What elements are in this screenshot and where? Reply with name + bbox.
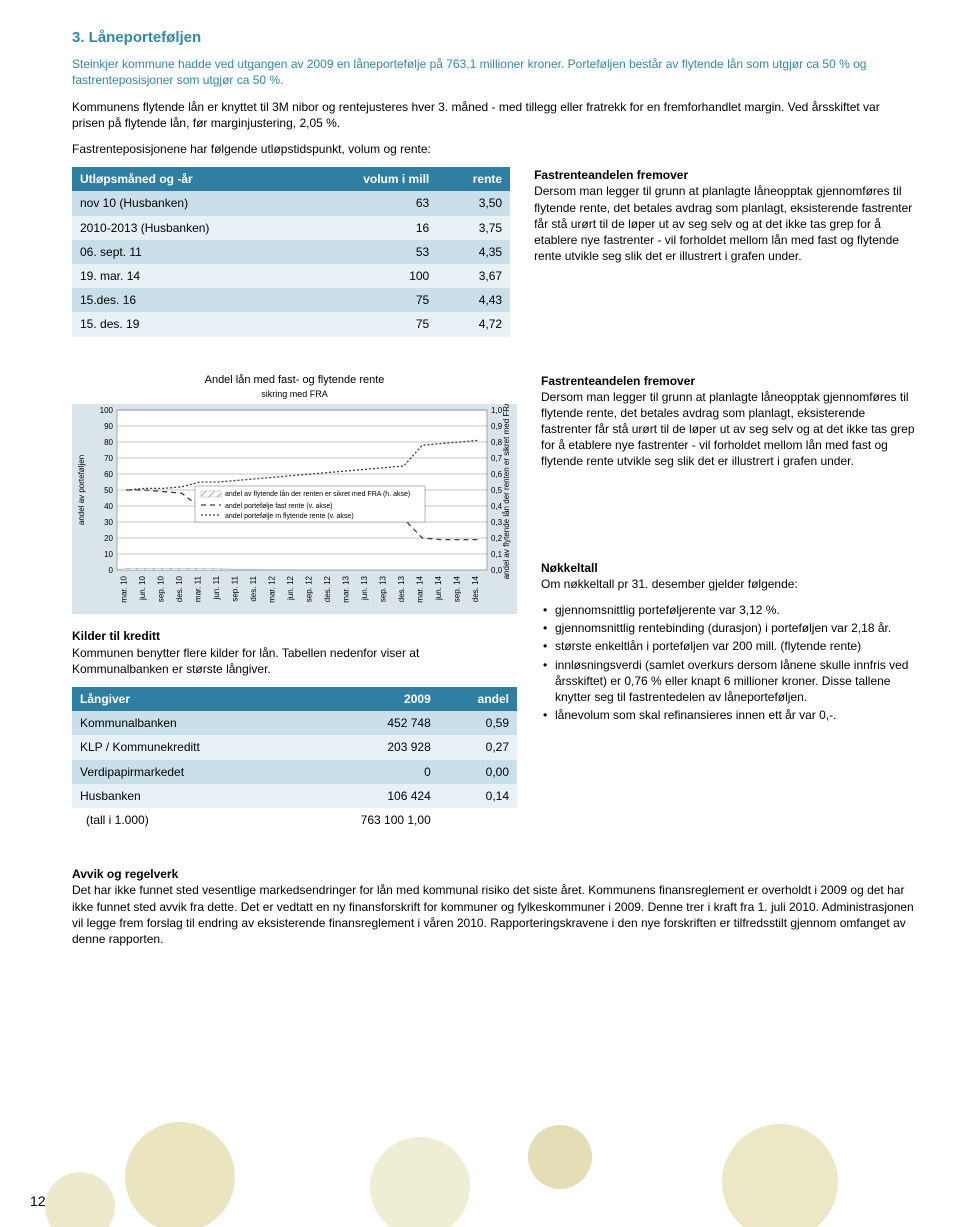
t1-h0: Utløpsmåned og -år (72, 167, 306, 191)
table-row: KLP / Kommunekreditt203 9280,27 (72, 735, 517, 759)
svg-text:andel av porteføljen: andel av porteføljen (77, 455, 86, 525)
table-row: 19. mar. 141003,67 (72, 264, 510, 288)
svg-text:20: 20 (104, 534, 113, 543)
fastrente2-heading: Fastrenteandelen fremover (541, 374, 695, 388)
svg-text:0,9: 0,9 (491, 422, 503, 431)
fastrente1-text: Dersom man legger til grunn at planlagte… (534, 184, 912, 263)
utlop-table: Utløpsmåned og -år volum i mill rente no… (72, 167, 510, 336)
svg-text:0,5: 0,5 (491, 486, 503, 495)
svg-text:90: 90 (104, 422, 113, 431)
table-row: 2010-2013 (Husbanken)163,75 (72, 216, 510, 240)
svg-text:0,4: 0,4 (491, 502, 503, 511)
svg-text:sep. 14: sep. 14 (452, 576, 461, 603)
intro-para-3: Fastrenteposisjonene har følgende utløps… (72, 141, 915, 157)
t2-h1: 2009 (297, 687, 439, 711)
nokkel-intro: Om nøkkeltall pr 31. desember gjelder fø… (541, 577, 798, 591)
table-row: Kommunalbanken452 7480,59 (72, 711, 517, 735)
svg-text:0: 0 (109, 566, 114, 575)
svg-text:des. 13: des. 13 (397, 576, 406, 603)
chart-svg: 0 10 20 30 40 50 60 70 80 90 100 0,0 0,1 0,2 0,3 0,4 0,5… (72, 404, 517, 614)
svg-text:sep. 11: sep. 11 (230, 576, 239, 602)
list-item: gjennomsnittlig porteføljerente var 3,12… (541, 602, 915, 618)
svg-text:mar. 12: mar. 12 (267, 576, 276, 603)
svg-text:80: 80 (104, 438, 113, 447)
svg-text:des. 10: des. 10 (175, 576, 184, 603)
chart-container: Andel lån med fast- og flytende rente si… (72, 373, 517, 615)
svg-text:50: 50 (104, 486, 113, 495)
avvik-heading: Avvik og regelverk (72, 867, 178, 881)
avvik-text: Det har ikke funnet sted vesentlige mark… (72, 883, 914, 946)
svg-text:10: 10 (104, 550, 113, 559)
kilder-heading: Kilder til kreditt (72, 629, 160, 643)
svg-text:mar. 10: mar. 10 (119, 576, 128, 603)
svg-text:100: 100 (100, 406, 114, 415)
svg-text:0,7: 0,7 (491, 454, 503, 463)
svg-text:jun. 14: jun. 14 (434, 576, 443, 602)
background-decoration (0, 1087, 960, 1227)
section-title: 3. Låneporteføljen (72, 28, 915, 48)
svg-text:des. 11: des. 11 (249, 576, 258, 602)
table-row: Verdipapirmarkedet00,00 (72, 760, 517, 784)
table-row: 06. sept. 11534,35 (72, 240, 510, 264)
svg-text:sep. 10: sep. 10 (156, 576, 165, 603)
svg-text:0,2: 0,2 (491, 534, 503, 543)
svg-text:mar. 13: mar. 13 (341, 576, 350, 603)
svg-text:0,1: 0,1 (491, 550, 503, 559)
svg-text:des. 12: des. 12 (323, 576, 332, 603)
svg-text:mar. 14: mar. 14 (415, 576, 424, 603)
table-footer: (tall i 1.000)763 100 1,00 (72, 808, 517, 832)
svg-text:0,0: 0,0 (491, 566, 503, 575)
t2-h2: andel (439, 687, 517, 711)
t1-h2: rente (437, 167, 510, 191)
svg-text:0,3: 0,3 (491, 518, 503, 527)
svg-text:jun. 10: jun. 10 (138, 576, 147, 602)
table-row: 15. des. 19754,72 (72, 312, 510, 336)
nokkel-list: gjennomsnittlig porteføljerente var 3,12… (541, 602, 915, 723)
svg-text:jun. 12: jun. 12 (286, 576, 295, 602)
fastrente2-text: Dersom man legger til grunn at planlagte… (541, 390, 915, 469)
svg-text:sep. 12: sep. 12 (304, 576, 313, 603)
chart-subtitle: sikring med FRA (72, 388, 517, 400)
table-row: Husbanken106 4240,14 (72, 784, 517, 808)
intro-para-2: Kommunens flytende lån er knyttet til 3M… (72, 99, 915, 131)
kilder-text: Kommunen benytter flere kilder for lån. … (72, 646, 419, 676)
svg-text:1,0: 1,0 (491, 406, 503, 415)
fastrente1-heading: Fastrenteandelen fremover (534, 168, 688, 182)
svg-text:andel av flytende lån der rent: andel av flytende lån der renten er sikr… (225, 490, 410, 498)
list-item: innløsningsverdi (samlet overkurs dersom… (541, 657, 915, 706)
svg-text:andel portefølje m flytende re: andel portefølje m flytende rente (v. ak… (225, 513, 354, 520)
svg-text:0,6: 0,6 (491, 470, 503, 479)
svg-text:60: 60 (104, 470, 113, 479)
t2-h0: Långiver (72, 687, 297, 711)
list-item: gjennomsnittlig rentebinding (durasjon) … (541, 620, 915, 636)
svg-text:30: 30 (104, 518, 113, 527)
svg-text:mar. 11: mar. 11 (193, 576, 202, 603)
page-number: 12 (30, 1192, 46, 1211)
svg-text:andel av flytende lån der rent: andel av flytende lån der renten er sikr… (502, 404, 511, 579)
langiver-table: Långiver 2009 andel Kommunalbanken452 74… (72, 687, 517, 832)
svg-text:sep. 13: sep. 13 (378, 576, 387, 603)
svg-text:40: 40 (104, 502, 113, 511)
svg-text:jun. 13: jun. 13 (360, 576, 369, 602)
chart-title: Andel lån med fast- og flytende rente (72, 373, 517, 388)
svg-text:70: 70 (104, 454, 113, 463)
intro-para-1: Steinkjer kommune hadde ved utgangen av … (72, 56, 915, 88)
svg-text:andel portefølje fast rente (v: andel portefølje fast rente (v. akse) (225, 503, 333, 510)
nokkel-heading: Nøkkeltall (541, 561, 598, 575)
list-item: lånevolum som skal refinansieres innen e… (541, 707, 915, 723)
svg-text:des. 14: des. 14 (471, 576, 480, 603)
list-item: største enkeltlån i porteføljen var 200 … (541, 638, 915, 654)
t1-h1: volum i mill (306, 167, 438, 191)
table-row: nov 10 (Husbanken)633,50 (72, 191, 510, 215)
svg-text:jun. 11: jun. 11 (212, 576, 221, 601)
svg-text:0,8: 0,8 (491, 438, 503, 447)
table-row: 15.des. 16754,43 (72, 288, 510, 312)
